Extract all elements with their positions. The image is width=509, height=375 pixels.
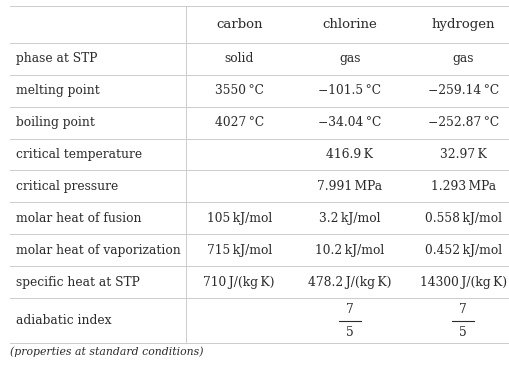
Text: molar heat of fusion: molar heat of fusion	[16, 212, 142, 225]
Text: critical pressure: critical pressure	[16, 180, 119, 193]
Text: 4027 °C: 4027 °C	[215, 116, 264, 129]
Text: 32.97 K: 32.97 K	[440, 148, 487, 161]
Text: 5: 5	[459, 326, 467, 339]
Text: phase at STP: phase at STP	[16, 52, 98, 65]
Text: −34.04 °C: −34.04 °C	[318, 116, 382, 129]
Text: 14300 J/(kg K): 14300 J/(kg K)	[419, 276, 507, 289]
Text: 710 J/(kg K): 710 J/(kg K)	[204, 276, 275, 289]
Text: 0.558 kJ/mol: 0.558 kJ/mol	[425, 212, 502, 225]
Text: specific heat at STP: specific heat at STP	[16, 276, 140, 289]
Text: chlorine: chlorine	[323, 18, 377, 31]
Text: 7: 7	[459, 303, 467, 316]
Text: 3.2 kJ/mol: 3.2 kJ/mol	[319, 212, 381, 225]
Text: (properties at standard conditions): (properties at standard conditions)	[10, 346, 204, 357]
Text: 7: 7	[346, 303, 354, 316]
Text: carbon: carbon	[216, 18, 263, 31]
Text: 5: 5	[346, 326, 354, 339]
Text: gas: gas	[453, 52, 474, 65]
Text: 0.452 kJ/mol: 0.452 kJ/mol	[425, 244, 502, 257]
Text: hydrogen: hydrogen	[432, 18, 495, 31]
Text: 3550 °C: 3550 °C	[215, 84, 264, 97]
Text: 105 kJ/mol: 105 kJ/mol	[207, 212, 272, 225]
Text: 10.2 kJ/mol: 10.2 kJ/mol	[315, 244, 385, 257]
Text: 715 kJ/mol: 715 kJ/mol	[207, 244, 272, 257]
Text: 1.293 MPa: 1.293 MPa	[431, 180, 496, 193]
Text: 416.9 K: 416.9 K	[326, 148, 374, 161]
Text: boiling point: boiling point	[16, 116, 95, 129]
Text: 478.2 J/(kg K): 478.2 J/(kg K)	[308, 276, 392, 289]
Text: −259.14 °C: −259.14 °C	[428, 84, 499, 97]
Text: 7.991 MPa: 7.991 MPa	[318, 180, 382, 193]
Text: molar heat of vaporization: molar heat of vaporization	[16, 244, 181, 257]
Text: −101.5 °C: −101.5 °C	[319, 84, 381, 97]
Text: gas: gas	[339, 52, 361, 65]
Text: melting point: melting point	[16, 84, 100, 97]
Text: solid: solid	[224, 52, 254, 65]
Text: adiabatic index: adiabatic index	[16, 314, 112, 327]
Text: −252.87 °C: −252.87 °C	[428, 116, 499, 129]
Text: critical temperature: critical temperature	[16, 148, 143, 161]
